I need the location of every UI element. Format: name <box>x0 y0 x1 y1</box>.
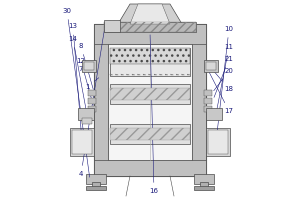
Bar <box>110 48 190 76</box>
Polygon shape <box>138 74 140 75</box>
Polygon shape <box>116 74 118 75</box>
Polygon shape <box>148 74 152 75</box>
Bar <box>86 186 106 190</box>
Text: 4: 4 <box>79 29 105 177</box>
Polygon shape <box>127 74 129 75</box>
Bar <box>192 24 206 176</box>
Bar <box>82 118 92 124</box>
Bar <box>84 62 94 70</box>
Polygon shape <box>165 74 168 75</box>
Bar <box>206 62 216 70</box>
Text: 21: 21 <box>214 56 233 97</box>
Bar <box>72 130 92 154</box>
Bar <box>104 22 196 32</box>
Polygon shape <box>130 4 170 24</box>
Bar <box>78 108 94 120</box>
Text: 18: 18 <box>214 71 233 92</box>
Polygon shape <box>187 74 190 75</box>
Polygon shape <box>182 74 184 75</box>
Polygon shape <box>143 74 146 75</box>
Bar <box>104 20 120 32</box>
Bar <box>110 84 190 104</box>
Text: 7: 7 <box>79 66 91 72</box>
Bar <box>204 60 218 72</box>
Bar <box>194 174 214 184</box>
Bar <box>94 24 206 176</box>
Bar <box>92 182 100 188</box>
Bar <box>194 186 214 190</box>
Polygon shape <box>160 74 162 75</box>
Text: 12: 12 <box>76 58 93 105</box>
Polygon shape <box>176 74 179 75</box>
Bar <box>94 160 206 176</box>
Text: 11: 11 <box>217 44 233 111</box>
Text: 10: 10 <box>216 26 233 139</box>
Polygon shape <box>171 74 173 75</box>
Bar <box>110 128 190 140</box>
Text: 13: 13 <box>68 23 82 139</box>
Bar <box>94 24 206 44</box>
Bar <box>94 24 108 176</box>
Bar <box>204 90 212 96</box>
Bar <box>110 124 190 144</box>
Text: 16: 16 <box>149 35 158 194</box>
Text: 30: 30 <box>62 8 90 177</box>
Polygon shape <box>121 74 124 75</box>
Bar <box>204 98 212 104</box>
Bar <box>86 174 106 184</box>
Polygon shape <box>118 4 182 24</box>
Text: 17: 17 <box>207 68 233 114</box>
Bar <box>200 182 208 188</box>
Bar <box>206 128 230 156</box>
Bar <box>108 44 192 160</box>
Text: 8: 8 <box>79 43 93 89</box>
Bar <box>82 60 96 72</box>
Polygon shape <box>154 74 157 75</box>
Polygon shape <box>110 74 113 75</box>
Bar <box>88 98 96 104</box>
Bar <box>206 108 222 120</box>
Bar <box>88 106 96 112</box>
Bar <box>88 90 96 96</box>
Text: 14: 14 <box>69 36 88 117</box>
Bar <box>208 130 228 154</box>
Bar <box>70 128 94 156</box>
Text: 1: 1 <box>85 78 99 90</box>
Polygon shape <box>132 74 135 75</box>
Bar <box>204 106 212 112</box>
Bar <box>110 88 190 100</box>
Bar <box>110 48 190 64</box>
Text: 20: 20 <box>214 68 233 91</box>
Bar <box>104 22 196 32</box>
